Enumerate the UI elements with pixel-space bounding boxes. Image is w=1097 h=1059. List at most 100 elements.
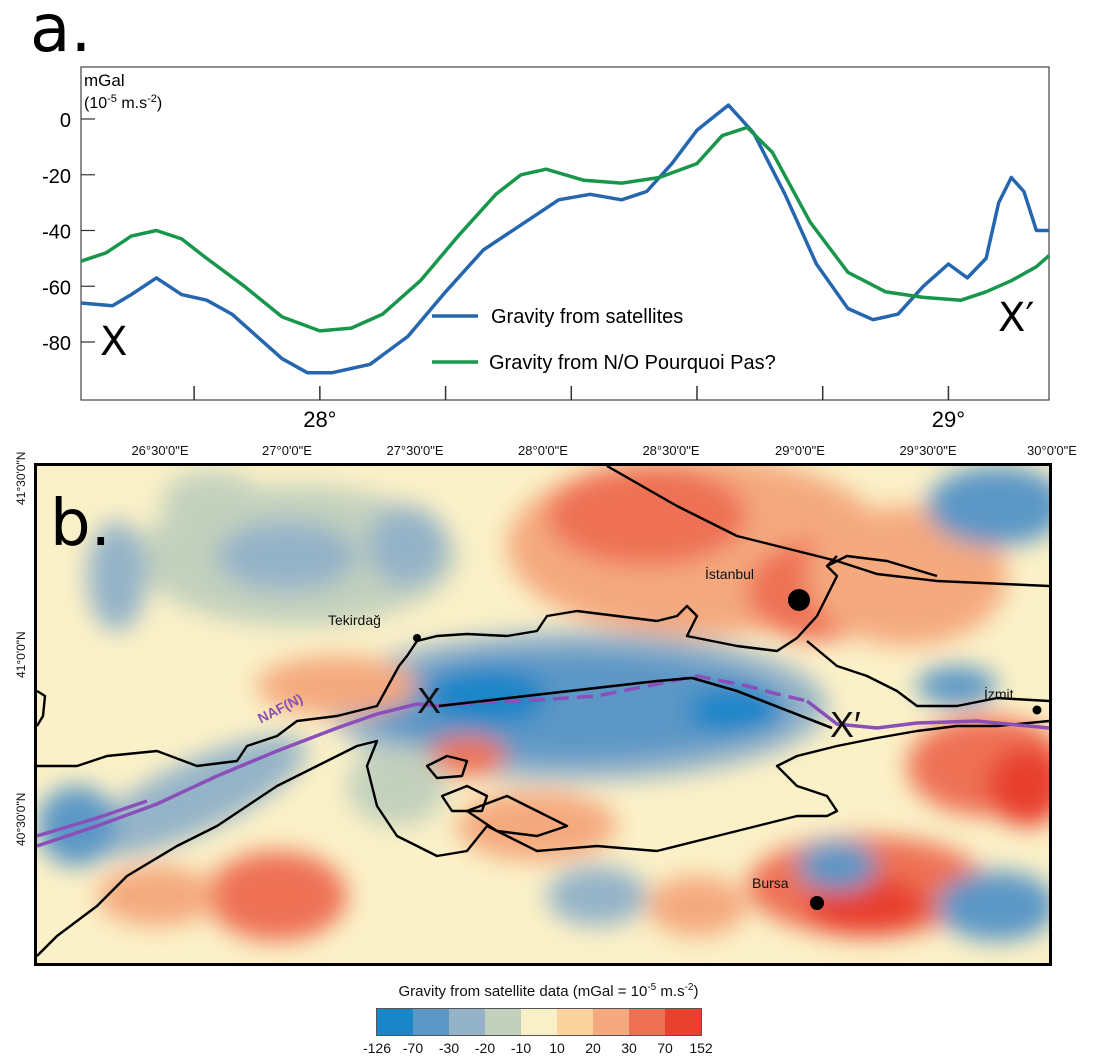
series-line-ship bbox=[80, 125, 1051, 333]
legend-label-ship: Gravity from N/O Pourquoi Pas? bbox=[489, 352, 776, 374]
longitude-label: 29°0'0"E bbox=[775, 443, 825, 458]
anomaly-patch bbox=[427, 736, 507, 776]
fault-trace-west-branch bbox=[37, 799, 148, 838]
city-label-izmit: İzmit bbox=[984, 686, 1014, 702]
chart-frame bbox=[80, 66, 1050, 401]
coastline-west bbox=[37, 689, 47, 727]
colorbar-swatch bbox=[521, 1009, 557, 1035]
island bbox=[465, 794, 569, 838]
colorbar-title: Gravity from satellite data (mGal = 10-5… bbox=[398, 982, 699, 1000]
anomaly-patch bbox=[162, 471, 262, 531]
gravity-map bbox=[34, 463, 1052, 966]
colorbar-tick-label: 20 bbox=[585, 1040, 601, 1056]
land-border bbox=[606, 466, 1049, 588]
legend-label-satellite: Gravity from satellites bbox=[491, 306, 683, 328]
colorbar-tick-label: -70 bbox=[402, 1040, 424, 1056]
colorbar-swatch bbox=[629, 1009, 665, 1035]
colorbar bbox=[376, 1008, 702, 1036]
x-axis-ticks: 28° 29° bbox=[193, 386, 965, 432]
latitude-label: 40°30'0"N bbox=[14, 792, 28, 846]
x-tick-label: 28° bbox=[303, 407, 336, 432]
longitude-label: 27°0'0"E bbox=[262, 443, 312, 458]
anomaly-patch bbox=[797, 841, 877, 891]
city-label-bursa: Bursa bbox=[752, 875, 789, 891]
anomaly-patch bbox=[257, 656, 417, 716]
gravity-profile-chart: mGal (10-5 m.s-2) 0 -20 -40 -60 -80 28° 29° G… bbox=[42, 66, 1051, 432]
anomaly-patch bbox=[937, 871, 1049, 941]
x-tick-label: 29° bbox=[932, 407, 965, 432]
anomaly-patch bbox=[547, 466, 747, 566]
anomaly-patch bbox=[87, 736, 307, 856]
anomaly-patch bbox=[687, 686, 787, 736]
anomaly-patch bbox=[927, 466, 1049, 546]
coastline-gulf-north bbox=[806, 640, 1049, 708]
series-line-satellite bbox=[80, 103, 1049, 375]
profile-line bbox=[438, 676, 833, 730]
anomaly-patch bbox=[347, 746, 447, 826]
anomaly-patch bbox=[87, 521, 147, 631]
longitude-label: 30°0'0"E bbox=[1027, 443, 1077, 458]
colorbar-swatch bbox=[665, 1009, 701, 1035]
longitude-label: 28°30'0"E bbox=[642, 443, 700, 458]
latitude-label: 41°30'0"N bbox=[14, 451, 28, 505]
anomaly-patch bbox=[97, 866, 217, 926]
longitude-label: 28°0'0"E bbox=[518, 443, 568, 458]
y-tick-label: -60 bbox=[42, 277, 71, 299]
map-profile-end-label: X′ bbox=[830, 704, 861, 745]
istanbul-marker bbox=[788, 589, 810, 611]
bursa-marker bbox=[810, 896, 824, 910]
anomaly-patch bbox=[457, 791, 617, 861]
anomaly-patch bbox=[207, 851, 347, 941]
colorbar-swatch bbox=[377, 1009, 413, 1035]
panel-a-letter: a. bbox=[30, 0, 92, 67]
colorbar-tick-label: -126 bbox=[362, 1040, 392, 1056]
colorbar-swatch bbox=[485, 1009, 521, 1035]
y-axis-label-unit: mGal bbox=[84, 71, 125, 90]
tekirdag-marker bbox=[413, 634, 421, 642]
latitude-label: 41°0'0"N bbox=[14, 631, 28, 678]
city-label-istanbul: İstanbul bbox=[705, 566, 755, 582]
colorbar-tick-label: -10 bbox=[510, 1040, 532, 1056]
anomaly-patch bbox=[807, 506, 1007, 646]
chart-legend: Gravity from satellites Gravity from N/O… bbox=[432, 306, 776, 374]
anomaly-patch bbox=[427, 666, 547, 726]
y-tick-label: 0 bbox=[60, 110, 71, 132]
profile-end-label: X′ bbox=[998, 295, 1034, 341]
map-profile-start-label: X bbox=[417, 680, 442, 721]
profile-start-label: X bbox=[100, 319, 127, 365]
anomaly-patch bbox=[217, 521, 357, 591]
anomaly-patch bbox=[647, 876, 747, 936]
colorbar-swatch bbox=[449, 1009, 485, 1035]
longitude-label: 29°30'0"E bbox=[899, 443, 957, 458]
profile-series bbox=[80, 103, 1051, 375]
longitude-label: 26°30'0"E bbox=[131, 443, 189, 458]
y-axis-label-scale: (10-5 m.s-2) bbox=[84, 93, 162, 112]
colorbar-swatch bbox=[413, 1009, 449, 1035]
y-tick-label: -40 bbox=[42, 222, 71, 244]
anomaly-patch bbox=[987, 746, 1049, 826]
city-label-tekirdag: Tekirdağ bbox=[328, 612, 381, 628]
land-border bbox=[826, 554, 938, 578]
anomaly-patch bbox=[37, 786, 117, 866]
coastlines bbox=[37, 466, 1049, 957]
anomaly-patch bbox=[917, 666, 997, 706]
anomaly-patch bbox=[547, 866, 647, 926]
colorbar-tick-label: -30 bbox=[438, 1040, 460, 1056]
colorbar-tick-label: 10 bbox=[549, 1040, 565, 1056]
y-axis-ticks: 0 -20 -40 -60 -80 bbox=[42, 110, 95, 355]
colorbar-tick-label: -20 bbox=[474, 1040, 496, 1056]
fault-trace-east bbox=[805, 699, 1049, 730]
y-tick-label: -20 bbox=[42, 166, 71, 188]
longitude-label: 27°30'0"E bbox=[386, 443, 444, 458]
colorbar-swatch bbox=[593, 1009, 629, 1035]
y-tick-label: -80 bbox=[42, 333, 71, 355]
fault-trace-west bbox=[37, 702, 458, 848]
colorbar-swatch bbox=[557, 1009, 593, 1035]
anomaly-field bbox=[37, 466, 1049, 941]
colorbar-tick-label: 30 bbox=[621, 1040, 637, 1056]
gravity-map-canvas bbox=[37, 466, 1049, 957]
coastline-north bbox=[37, 555, 839, 768]
coastline-south bbox=[37, 719, 1049, 957]
panel-b-letter: b. bbox=[50, 487, 111, 561]
anomaly-patch bbox=[367, 506, 447, 586]
